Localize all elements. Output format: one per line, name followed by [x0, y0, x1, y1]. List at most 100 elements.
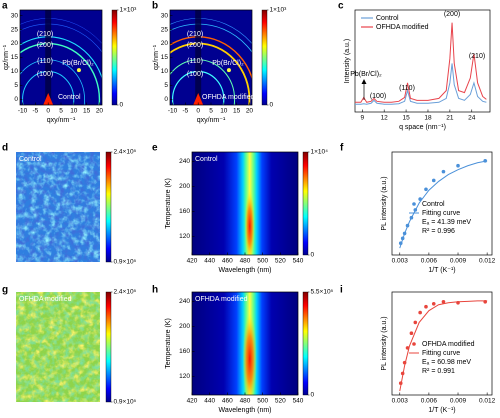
colorbar-tick-label: 1×10³ — [270, 7, 288, 14]
legend-label: OFHDA modified — [376, 24, 429, 31]
x-tick-label: -5 — [182, 108, 188, 115]
panel-label: d — [2, 143, 8, 154]
data-point — [418, 310, 422, 315]
x-tick-label: 20 — [246, 108, 254, 115]
y-axis-label: Temperature (K) — [165, 178, 172, 229]
legend-label: OFHDA modified — [422, 341, 475, 348]
colorbar-tick-label: 0 — [311, 252, 315, 259]
colorbar-tick-label: 0 — [270, 102, 274, 109]
plot-frame — [391, 291, 493, 396]
annotation: Eₐ = 60.98 meV — [422, 359, 471, 366]
y-tick-label: 0 — [14, 96, 18, 103]
data-point — [431, 301, 436, 306]
y-tick-label: 0 — [164, 96, 168, 103]
x-tick-label: 0 — [196, 108, 200, 115]
pb-spot — [76, 68, 81, 73]
y-axis-label: Intensity (a.u.) — [344, 39, 351, 83]
legend-swatch — [412, 202, 416, 206]
detector-bg — [20, 10, 102, 105]
y-tick-label: 200 — [179, 323, 190, 330]
x-axis-label: q space (nm⁻¹) — [399, 124, 446, 131]
colorbar-tick-label: 0.9×10⁵ — [114, 259, 137, 266]
x-tick-label: 520 — [275, 258, 286, 265]
x-tick-label: 440 — [204, 398, 215, 405]
spectrum-map — [192, 152, 298, 255]
y-tick-label: 25 — [11, 26, 19, 33]
x-tick-label: 0.006 — [421, 398, 438, 405]
pl-map-texture — [16, 152, 100, 262]
plot-frame — [391, 151, 493, 256]
colorbar-tick-label: 0 — [311, 392, 315, 399]
x-tick-label: 15 — [83, 108, 91, 115]
panel-label: h — [152, 285, 158, 296]
annotation: (200) — [37, 42, 53, 49]
y-tick-label: 200 — [179, 183, 190, 190]
y-tick-label: 5 — [14, 82, 18, 89]
y-axis-label: Temperature (K) — [165, 318, 172, 369]
panel-label: e — [152, 143, 158, 154]
plot-frame — [354, 9, 491, 113]
x-tick-label: 0.003 — [392, 398, 409, 405]
y-tick-label: 10 — [161, 68, 169, 75]
annotation: Eₐ = 41.39 meV — [422, 219, 471, 226]
colorbar-tick-label: 2.4×10⁵ — [114, 149, 137, 156]
x-axis-label: Wavelength (nm) — [218, 267, 271, 274]
panel-label: g — [2, 285, 8, 296]
y-tick-label: 160 — [179, 208, 190, 215]
panel-label: b — [152, 1, 158, 12]
data-point — [441, 300, 446, 304]
heatmap-image — [192, 152, 298, 255]
annotation: OFHDA modified — [195, 296, 248, 303]
x-tick-label: 20 — [96, 108, 104, 115]
x-tick-label: 15 — [233, 108, 241, 115]
x-tick-label: 21 — [446, 115, 454, 122]
y-tick-label: 120 — [179, 373, 190, 380]
annotation: OFHDA modified — [19, 296, 72, 303]
x-tick-label: 10 — [70, 108, 78, 115]
annotation: (110) — [187, 58, 203, 65]
y-tick-label: 240 — [179, 298, 190, 305]
heatmap-image — [16, 152, 100, 262]
y-tick-label: 15 — [161, 54, 169, 61]
data-point — [441, 169, 446, 174]
y-tick-label: 20 — [161, 40, 169, 47]
annotation: (110) — [37, 58, 53, 65]
spectrum-core — [244, 190, 255, 255]
beam-stop — [43, 93, 54, 105]
x-tick-label: 12 — [381, 115, 389, 122]
x-tick-label: -10 — [18, 108, 28, 115]
missing-wedge — [195, 10, 202, 105]
y-tick-label: 30 — [11, 12, 19, 19]
x-tick-label: 420 — [187, 258, 198, 265]
annotation: Pb(Br/Cl)₂ — [212, 60, 244, 67]
colorbar-tick-label: 1×10⁴ — [311, 149, 329, 156]
x-tick-label: 520 — [275, 398, 286, 405]
data-point — [424, 304, 428, 309]
data-point — [424, 187, 428, 192]
annotation: (210) — [187, 31, 203, 38]
x-tick-label: 480 — [240, 258, 251, 265]
legend-label: Control — [422, 201, 445, 208]
colorbar-tick-label: 0.9×10⁵ — [114, 399, 137, 406]
fit-curve — [399, 160, 488, 249]
annotation: (100) — [187, 71, 203, 78]
beam-stop — [193, 93, 204, 105]
x-tick-label: 0.009 — [450, 258, 467, 265]
spectrum-core — [242, 312, 257, 395]
x-tick-label: 15 — [402, 115, 410, 122]
colorbar-tick-label: 0 — [120, 102, 124, 109]
x-tick-label: 420 — [187, 398, 198, 405]
panel-label: a — [2, 1, 8, 12]
x-tick-label: 0.003 — [392, 258, 409, 265]
colorbar-tick-label: 5.5×10⁵ — [311, 289, 334, 296]
pb-spot — [226, 68, 231, 73]
colorbar — [261, 9, 268, 106]
x-tick-label: 0 — [46, 108, 50, 115]
annotation: R² = 0.996 — [422, 228, 455, 235]
x-axis-label: qxy/nm⁻¹ — [197, 117, 226, 124]
y-axis-label: qz/nm⁻¹ — [3, 44, 10, 70]
data-point — [413, 320, 418, 325]
annotation: Control — [195, 156, 218, 163]
annotation: (200) — [187, 42, 203, 49]
